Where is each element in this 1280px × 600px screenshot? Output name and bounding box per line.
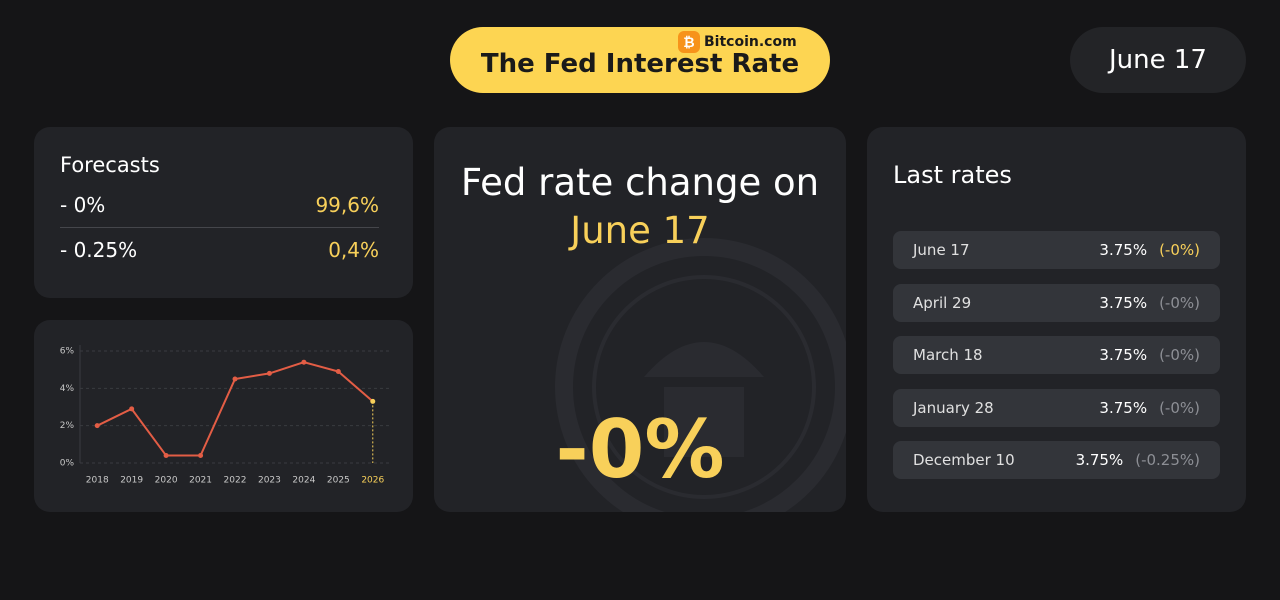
brand-name: Bitcoin.com bbox=[704, 34, 797, 50]
center-card: Fed rate change on June 17 -0% bbox=[434, 127, 846, 512]
center-date: June 17 bbox=[570, 209, 710, 252]
x-tick-label: 2023 bbox=[258, 476, 281, 486]
forecast-label: - 0% bbox=[60, 193, 106, 217]
rate-rate: 3.75% bbox=[1099, 346, 1148, 364]
point bbox=[266, 370, 272, 376]
rate-rate: 3.75% bbox=[1075, 451, 1124, 469]
rate-date: April 29 bbox=[913, 293, 972, 312]
rate-date: January 28 bbox=[913, 398, 994, 417]
forecast-label: - 0.25% bbox=[60, 238, 138, 262]
forecast-row: - 0% 99,6% bbox=[60, 193, 379, 228]
forecasts-card: Forecasts - 0% 99,6% - 0.25% 0,4% bbox=[34, 127, 413, 298]
rate-rate: 3.75% bbox=[1099, 293, 1148, 312]
title: The Fed Interest Rate bbox=[480, 49, 800, 79]
y-tick-label: 0% bbox=[60, 459, 75, 469]
x-tick-label: 2026 bbox=[361, 476, 384, 486]
forecast-value: 99,6% bbox=[315, 193, 379, 217]
point bbox=[232, 376, 238, 382]
rate-row: March 18 3.75% (-0%) bbox=[893, 336, 1220, 374]
y-tick-label: 4% bbox=[60, 384, 75, 394]
x-tick-label: 2018 bbox=[86, 476, 109, 486]
point bbox=[335, 369, 341, 375]
line bbox=[96, 361, 374, 457]
x-tick-label: 2025 bbox=[327, 476, 350, 486]
x-tick-label: 2020 bbox=[155, 476, 178, 486]
x-tick-label: 2019 bbox=[120, 476, 143, 486]
date-pill: June 17 bbox=[1070, 27, 1246, 93]
forecasts-title: Forecasts bbox=[60, 153, 160, 177]
rate-change: (-0%) bbox=[1159, 293, 1200, 312]
rate-row: June 17 3.75% (-0%) bbox=[893, 231, 1220, 269]
point bbox=[370, 398, 376, 404]
rate-date: June 17 bbox=[913, 241, 970, 259]
x-tick-label: 2021 bbox=[189, 476, 212, 486]
center-heading: Fed rate change on bbox=[460, 161, 820, 204]
forecast-row: - 0.25% 0,4% bbox=[60, 228, 379, 262]
point bbox=[301, 359, 307, 365]
center-change: -0% bbox=[555, 403, 725, 496]
title-pill: The Fed Interest Rate ₿ Bitcoin.com bbox=[450, 27, 830, 93]
chart-card: 0% 2% 4% 6% 2018 2019 2020 2021 2022 2023 2024 2025… bbox=[34, 320, 413, 512]
rate-row: January 28 3.75% (-0%) bbox=[893, 388, 1220, 427]
x-tick-label: 2022 bbox=[224, 476, 247, 486]
y-tick-label: 2% bbox=[60, 421, 75, 431]
rate-change: (-0%) bbox=[1159, 241, 1200, 259]
rate-rate: 3.75% bbox=[1099, 398, 1148, 417]
rate-change: (-0.25%) bbox=[1135, 451, 1200, 469]
rate-date: December 10 bbox=[913, 451, 1015, 469]
rates-title: Last rates bbox=[893, 161, 1012, 189]
point bbox=[94, 423, 100, 429]
rate-change: (-0%) bbox=[1159, 346, 1200, 364]
brand-icon: ₿ bbox=[678, 31, 700, 53]
x-tick-label: 2024 bbox=[292, 476, 315, 486]
chart: 0% 2% 4% 6% 2018 2019 2020 2021 2022 2023 2024 2025… bbox=[60, 345, 390, 486]
y-tick-label: 6% bbox=[60, 347, 75, 357]
rate-row: April 29 3.75% (-0%) bbox=[893, 283, 1220, 322]
seal bbox=[555, 238, 846, 512]
forecast-value: 0,4% bbox=[328, 238, 379, 262]
brand: ₿ Bitcoin.com bbox=[678, 31, 797, 53]
rate-row: December 10 3.75% (-0.25%) bbox=[893, 441, 1220, 479]
date: June 17 bbox=[1109, 45, 1207, 75]
rate-date: March 18 bbox=[913, 346, 983, 364]
point bbox=[163, 453, 169, 459]
point bbox=[198, 453, 204, 459]
rate-rate: 3.75% bbox=[1099, 241, 1148, 259]
rate-change: (-0%) bbox=[1159, 398, 1200, 417]
point bbox=[129, 406, 135, 412]
